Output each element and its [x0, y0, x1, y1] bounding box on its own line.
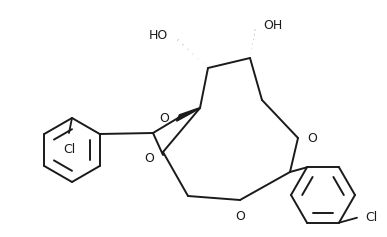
Text: HO: HO [149, 28, 168, 41]
Text: Cl: Cl [63, 143, 75, 156]
Text: Cl: Cl [365, 211, 377, 224]
Text: O: O [307, 132, 317, 145]
Polygon shape [176, 108, 200, 121]
Text: O: O [159, 111, 169, 124]
Text: OH: OH [263, 18, 282, 32]
Text: O: O [235, 210, 245, 223]
Text: O: O [144, 152, 154, 165]
